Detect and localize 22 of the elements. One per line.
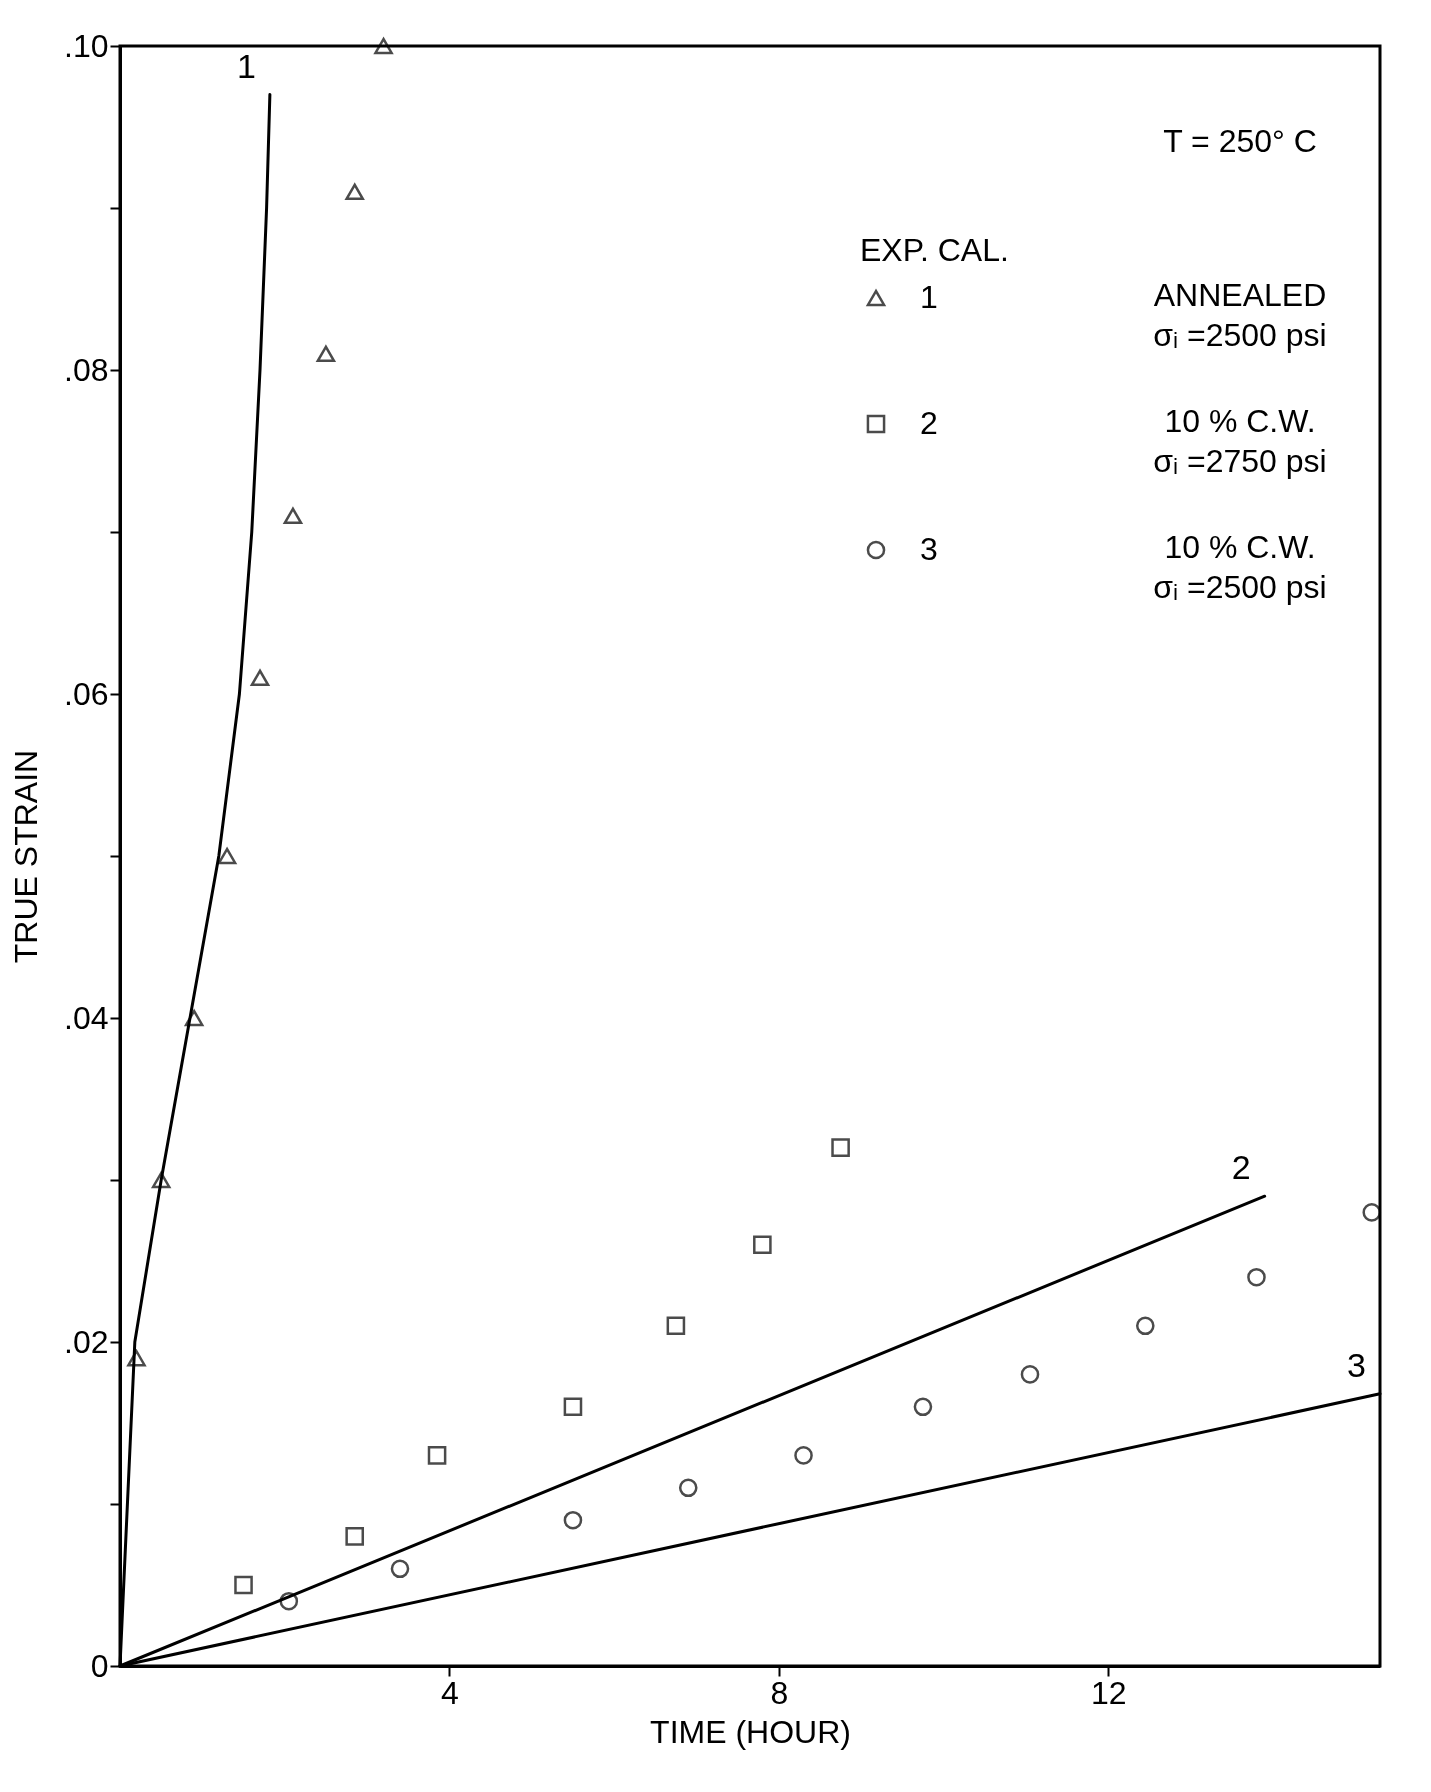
y-tick-label: .08 (64, 351, 109, 388)
x-axis-title: TIME (HOUR) (650, 1713, 851, 1750)
legend-label: 1 (920, 279, 938, 315)
y-tick-label: .02 (64, 1323, 109, 1360)
series-label: 3 (1347, 1345, 1366, 1384)
legend-title: EXP. CAL. (860, 232, 1009, 268)
y-tick-label: .04 (64, 999, 109, 1036)
x-tick-label: 4 (441, 1674, 459, 1711)
legend-label: 3 (920, 531, 938, 567)
annotation: 10 % C.W. σᵢ =2750 psi (1153, 403, 1327, 479)
annotation: ANNEALED σᵢ =2500 psi (1153, 277, 1327, 353)
x-tick-label: 12 (1090, 1674, 1127, 1711)
series-label: 2 (1231, 1148, 1251, 1187)
annotation: 10 % C.W. σᵢ =2500 psi (1153, 529, 1327, 605)
y-tick-label: .10 (64, 27, 109, 64)
annotation: T = 250° C (1163, 123, 1317, 159)
x-tick-label: 8 (770, 1674, 789, 1711)
legend-label: 2 (920, 405, 938, 441)
y-tick-label: .06 (64, 675, 109, 712)
y-tick-label: 0 (90, 1647, 109, 1684)
series-label: 1 (236, 46, 256, 85)
y-axis-title: TRUE STRAIN (8, 749, 45, 964)
